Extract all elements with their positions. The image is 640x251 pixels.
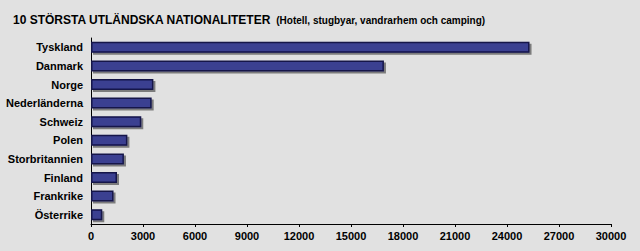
- svg-text:Danmark: Danmark: [36, 60, 84, 72]
- svg-text:12000: 12000: [284, 230, 315, 242]
- svg-text:0: 0: [88, 230, 94, 242]
- svg-text:Österrike: Österrike: [35, 209, 83, 221]
- svg-text:30000: 30000: [596, 230, 627, 242]
- svg-text:Polen: Polen: [53, 134, 83, 146]
- svg-text:9000: 9000: [235, 230, 259, 242]
- svg-text:Nederländerna: Nederländerna: [6, 97, 84, 109]
- svg-text:21000: 21000: [440, 230, 471, 242]
- svg-text:(Hotell, stugbyar, vandrarhem: (Hotell, stugbyar, vandrarhem och campin…: [276, 15, 485, 26]
- svg-text:Tyskland: Tyskland: [36, 41, 83, 53]
- svg-text:Schweiz: Schweiz: [40, 116, 84, 128]
- svg-text:3000: 3000: [131, 230, 155, 242]
- svg-text:18000: 18000: [388, 230, 419, 242]
- svg-text:Frankrike: Frankrike: [33, 190, 83, 202]
- svg-text:6000: 6000: [183, 230, 207, 242]
- svg-text:Finland: Finland: [44, 172, 83, 184]
- svg-text:Norge: Norge: [51, 79, 83, 91]
- svg-text:24000: 24000: [492, 230, 523, 242]
- svg-text:Storbritannien: Storbritannien: [8, 153, 83, 165]
- svg-text:27000: 27000: [544, 230, 575, 242]
- svg-text:15000: 15000: [336, 230, 367, 242]
- svg-text:10 STÖRSTA UTLÄNDSKA NATIONALI: 10 STÖRSTA UTLÄNDSKA NATIONALITETER: [13, 12, 271, 27]
